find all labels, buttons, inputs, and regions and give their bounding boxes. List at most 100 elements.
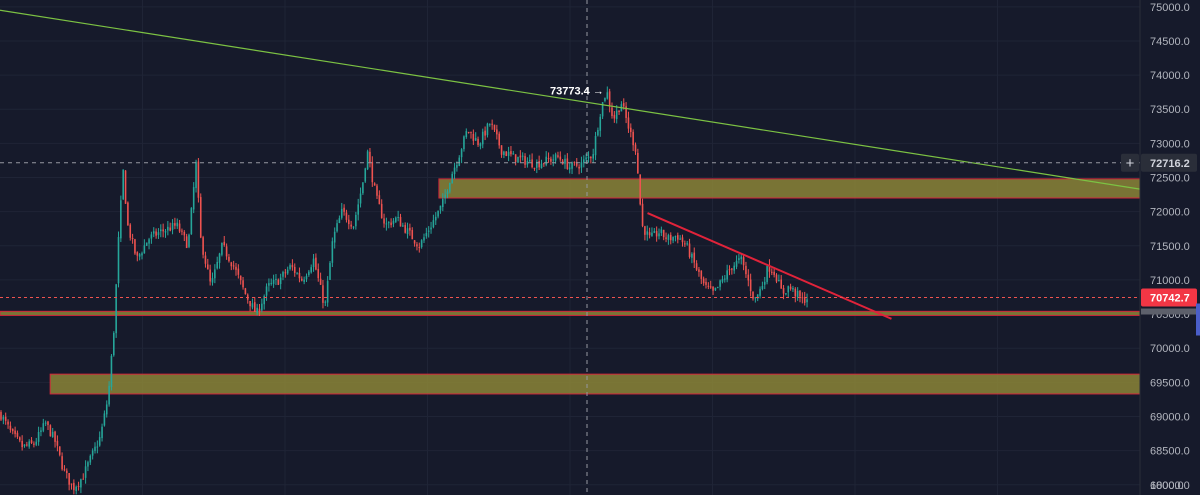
candle-body <box>660 229 663 233</box>
candle-body <box>646 231 649 235</box>
candle-body <box>376 185 378 196</box>
candle-body <box>512 153 515 155</box>
scroll-indicator[interactable] <box>1196 303 1200 336</box>
candle-body <box>225 246 228 257</box>
candle-body <box>611 107 613 117</box>
candle-body <box>11 429 14 432</box>
candle-body <box>738 258 740 261</box>
candle-body <box>40 430 42 432</box>
candle-body <box>268 283 270 286</box>
candle-body <box>632 131 634 146</box>
plus-icon[interactable]: + <box>1126 155 1135 172</box>
candle-body <box>214 269 216 279</box>
candle-body <box>395 217 397 222</box>
candle-body <box>49 425 52 437</box>
candle-body <box>493 124 496 130</box>
candle-body <box>404 225 406 233</box>
trendlines <box>0 9 1141 320</box>
candle-body <box>167 226 169 231</box>
candle-body <box>289 265 291 269</box>
candle-body <box>371 161 374 183</box>
candle-body <box>265 286 268 296</box>
candle-body <box>773 271 775 275</box>
candle-body <box>329 262 331 280</box>
lower-zone[interactable] <box>49 373 1141 395</box>
candle-body <box>416 244 418 247</box>
candle-body <box>486 123 489 136</box>
candle-body <box>731 268 733 270</box>
candle-body <box>580 162 583 168</box>
candle-body <box>199 197 202 238</box>
countdown-strip <box>1141 308 1197 315</box>
candle-body <box>362 182 364 194</box>
candle-body <box>545 156 547 165</box>
resistance-zone[interactable] <box>438 178 1141 199</box>
green-descending-trendline[interactable] <box>0 9 1141 190</box>
candle-body <box>759 288 761 296</box>
candle-body <box>80 479 82 488</box>
price-tick-label: 74000.0 <box>1150 70 1190 82</box>
candle-body <box>724 278 726 280</box>
candle-body <box>171 222 174 230</box>
candle-body <box>590 156 592 159</box>
candle-body <box>94 446 96 451</box>
candle-body <box>204 255 207 264</box>
red-descending-trendline[interactable] <box>647 212 892 320</box>
candle-body <box>369 151 371 163</box>
candle-body <box>592 154 594 159</box>
candle-body <box>460 149 463 158</box>
candle-body <box>275 278 277 280</box>
candle-body <box>444 194 446 199</box>
zones <box>0 178 1141 395</box>
candle-body <box>242 280 244 288</box>
candle-body <box>564 158 566 164</box>
candle-body <box>780 279 782 289</box>
candle-body <box>70 483 73 485</box>
candle-body <box>550 158 552 162</box>
candle-body <box>216 261 218 269</box>
candle-body <box>310 267 312 273</box>
candle-body <box>669 234 672 241</box>
candle-body <box>481 131 484 145</box>
candle-body <box>42 423 45 431</box>
candle-body <box>33 443 35 445</box>
price-tick-label: 75000.0 <box>1150 2 1190 14</box>
candle-body <box>641 203 644 226</box>
candle-body <box>16 432 19 437</box>
candle-body <box>519 155 522 158</box>
candle-body <box>75 486 77 491</box>
candle-body <box>89 455 92 463</box>
candle-body <box>223 241 226 246</box>
high-annotation-label: 73773.4 → <box>550 86 604 98</box>
candle-body <box>82 478 85 480</box>
candle-body <box>230 262 233 267</box>
candle-body <box>103 413 106 426</box>
add-alert-button[interactable] <box>1121 153 1139 172</box>
candle-body <box>771 271 773 273</box>
candle-body <box>197 161 200 198</box>
candle-body <box>44 422 47 424</box>
candle-body <box>51 431 54 438</box>
candle-body <box>188 234 190 247</box>
candle-body <box>237 268 240 275</box>
price-tick-label: 72000.0 <box>1150 207 1190 219</box>
candle-body <box>531 159 533 168</box>
candle-body <box>554 154 557 161</box>
support-line[interactable] <box>0 310 1141 316</box>
candle-body <box>352 226 355 228</box>
candle-body <box>298 272 301 279</box>
candle-body <box>446 191 449 194</box>
candle-body <box>775 274 778 282</box>
candle-body <box>406 228 409 235</box>
candle-body <box>312 258 315 267</box>
candle-body <box>256 307 258 313</box>
candle-body <box>211 278 214 283</box>
candle-body <box>622 103 625 107</box>
candle-body <box>26 444 28 446</box>
candle-body <box>726 270 728 280</box>
candle-body <box>0 411 2 420</box>
candle-body <box>413 240 416 244</box>
candle-body <box>571 162 573 169</box>
candle-body <box>575 162 578 166</box>
